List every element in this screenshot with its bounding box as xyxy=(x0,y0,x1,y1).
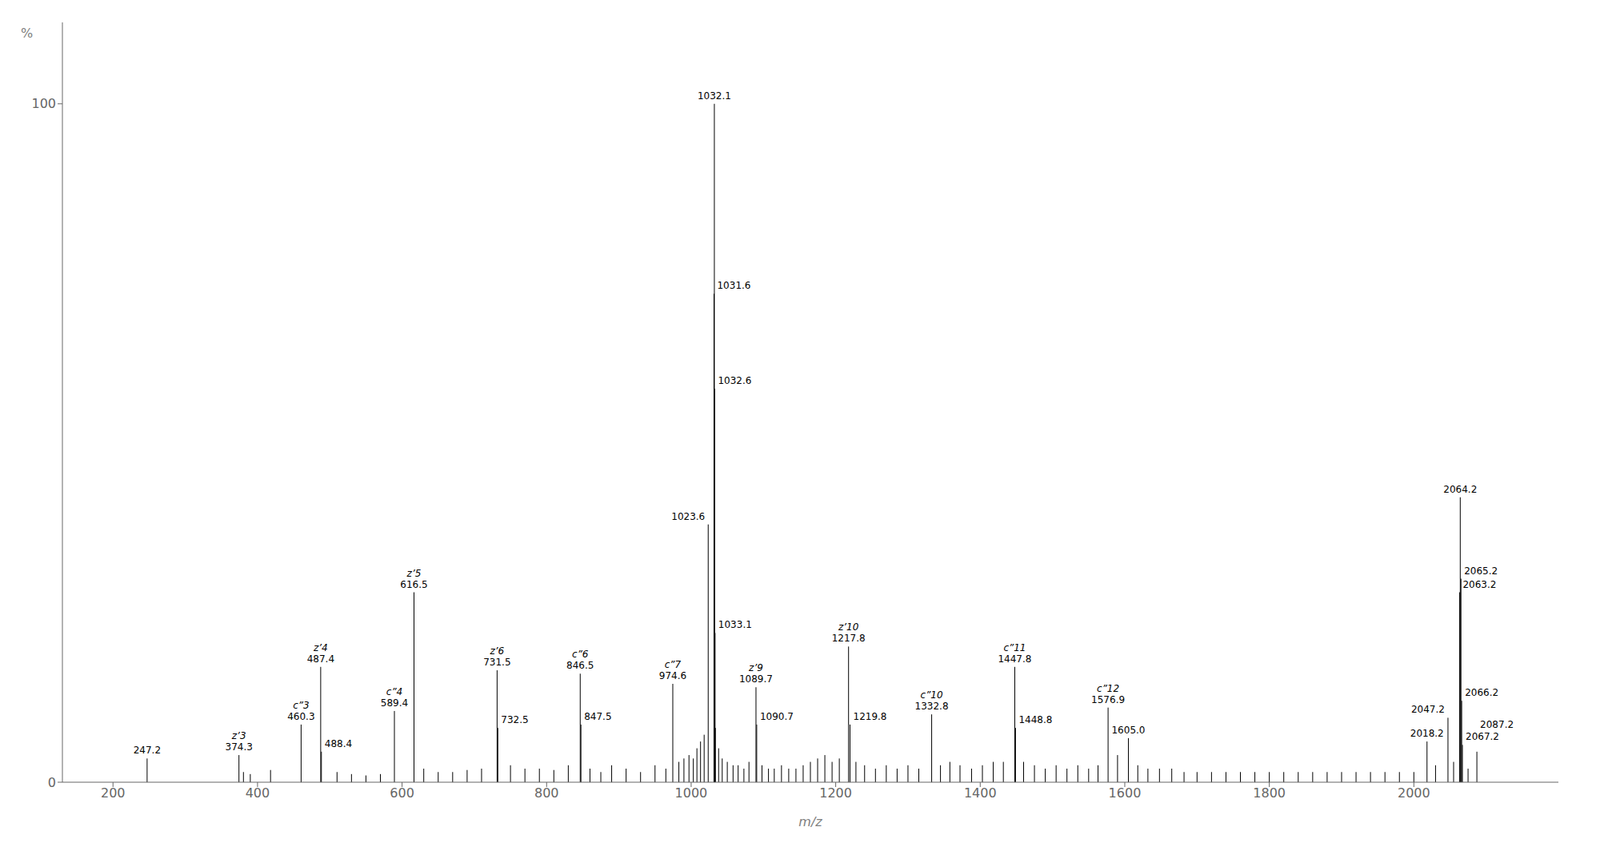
svg-text:1447.8: 1447.8 xyxy=(997,653,1032,665)
svg-text:1023.6: 1023.6 xyxy=(671,511,705,523)
svg-text:374.3: 374.3 xyxy=(225,741,253,753)
svg-text:1600: 1600 xyxy=(1108,785,1142,801)
svg-text:z’4: z’4 xyxy=(312,642,328,654)
svg-text:z’10: z’10 xyxy=(837,621,860,633)
svg-text:1032.1: 1032.1 xyxy=(697,90,732,102)
svg-text:488.4: 488.4 xyxy=(324,738,352,750)
svg-text:c”11: c”11 xyxy=(1003,642,1026,654)
svg-text:1400: 1400 xyxy=(964,785,997,801)
svg-text:m/z: m/z xyxy=(798,814,823,830)
svg-text:616.5: 616.5 xyxy=(400,579,428,591)
svg-text:2067.2: 2067.2 xyxy=(1465,731,1500,743)
svg-text:2087.2: 2087.2 xyxy=(1480,719,1514,731)
svg-text:z’5: z’5 xyxy=(406,568,422,580)
svg-text:800: 800 xyxy=(534,785,560,801)
svg-text:1332.8: 1332.8 xyxy=(915,700,949,712)
svg-text:600: 600 xyxy=(389,785,415,801)
svg-text:1605.0: 1605.0 xyxy=(1111,724,1145,736)
svg-text:400: 400 xyxy=(245,785,271,801)
svg-text:100: 100 xyxy=(31,96,56,112)
svg-text:1219.8: 1219.8 xyxy=(853,711,888,723)
svg-text:c”7: c”7 xyxy=(664,659,682,671)
svg-text:732.5: 732.5 xyxy=(500,714,528,726)
svg-text:c”3: c”3 xyxy=(292,700,309,712)
svg-text:731.5: 731.5 xyxy=(483,656,511,668)
svg-text:1217.8: 1217.8 xyxy=(832,632,866,644)
svg-text:460.3: 460.3 xyxy=(287,711,315,723)
svg-text:2018.2: 2018.2 xyxy=(1410,728,1444,740)
svg-text:247.2: 247.2 xyxy=(133,744,161,756)
svg-text:c”10: c”10 xyxy=(920,689,944,701)
svg-text:0: 0 xyxy=(48,775,56,791)
svg-text:846.5: 846.5 xyxy=(566,660,594,672)
svg-text:2047.2: 2047.2 xyxy=(1411,704,1445,716)
svg-text:2065.2: 2065.2 xyxy=(1464,565,1498,577)
svg-text:200: 200 xyxy=(100,785,126,801)
svg-text:1576.9: 1576.9 xyxy=(1091,694,1125,706)
svg-text:1031.6: 1031.6 xyxy=(716,280,751,292)
svg-text:2063.2: 2063.2 xyxy=(1462,579,1496,591)
svg-text:1090.7: 1090.7 xyxy=(760,711,794,723)
svg-text:c”4: c”4 xyxy=(386,686,403,698)
svg-text:589.4: 589.4 xyxy=(380,697,408,709)
svg-text:1800: 1800 xyxy=(1252,785,1286,801)
svg-text:847.5: 847.5 xyxy=(584,711,612,723)
svg-text:z’9: z’9 xyxy=(748,662,764,674)
svg-text:1000: 1000 xyxy=(675,785,708,801)
svg-text:1032.6: 1032.6 xyxy=(717,375,752,387)
svg-text:2066.2: 2066.2 xyxy=(1464,687,1499,699)
svg-text:z’3: z’3 xyxy=(231,730,247,742)
svg-text:487.4: 487.4 xyxy=(307,653,335,665)
svg-text:c”6: c”6 xyxy=(572,648,589,660)
svg-text:2000: 2000 xyxy=(1397,785,1431,801)
svg-text:1089.7: 1089.7 xyxy=(739,673,773,685)
svg-text:1448.8: 1448.8 xyxy=(1018,714,1052,726)
svg-text:z’6: z’6 xyxy=(489,645,505,657)
svg-text:c”12: c”12 xyxy=(1096,683,1120,695)
svg-text:2064.2: 2064.2 xyxy=(1443,484,1477,496)
svg-text:1200: 1200 xyxy=(819,785,852,801)
svg-text:%: % xyxy=(20,25,33,41)
svg-text:1033.1: 1033.1 xyxy=(718,619,752,631)
svg-text:974.6: 974.6 xyxy=(659,670,687,682)
